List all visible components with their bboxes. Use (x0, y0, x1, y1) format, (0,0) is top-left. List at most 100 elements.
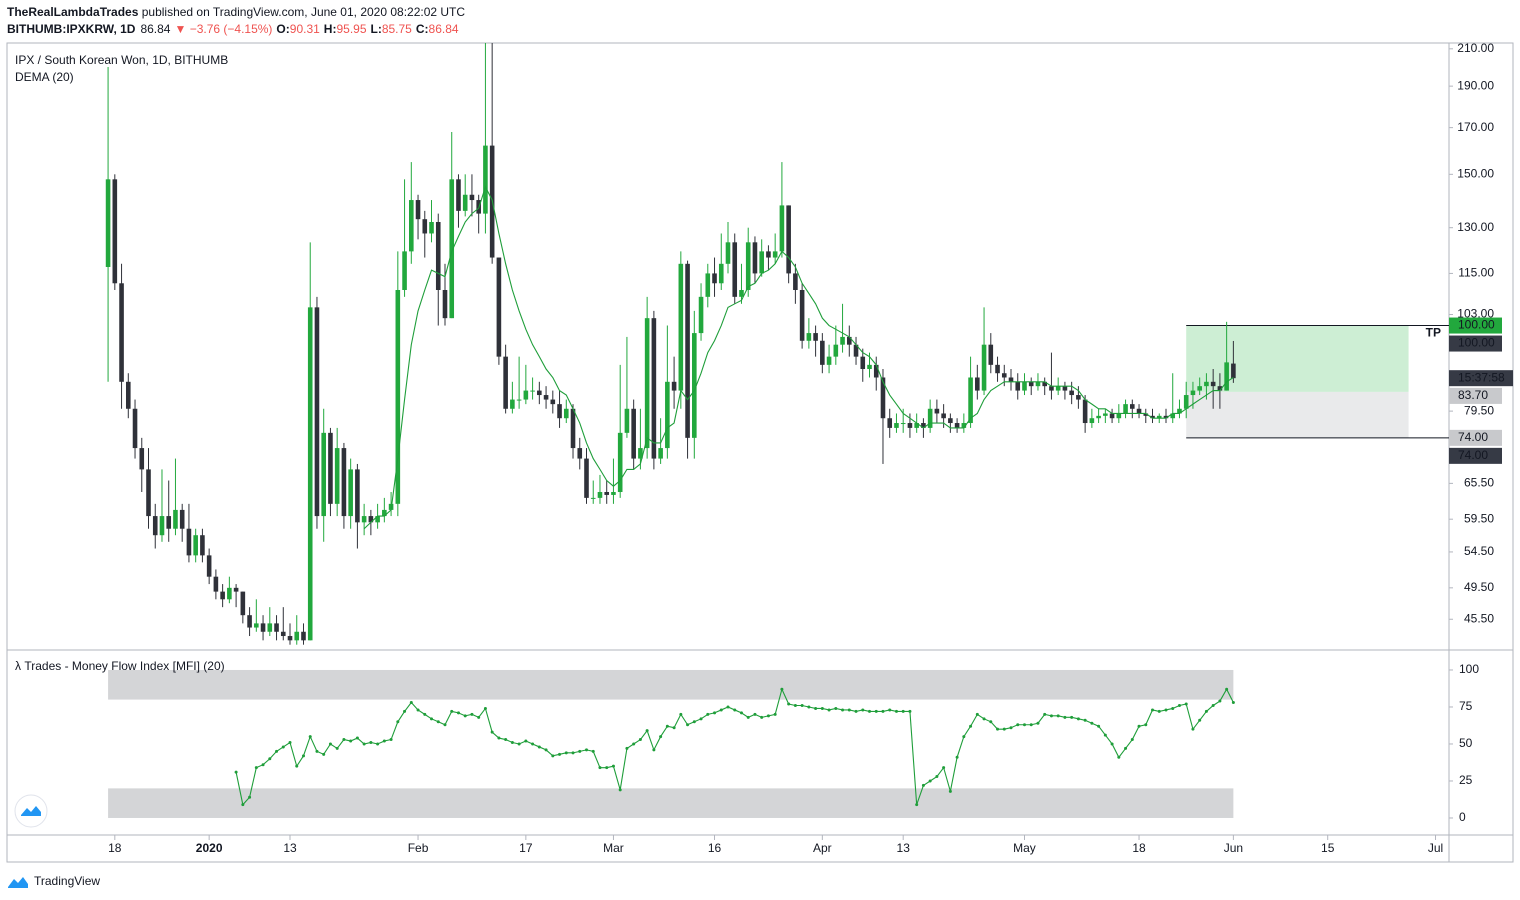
line-dot (1218, 699, 1222, 703)
line-dot (456, 711, 460, 715)
overlay-title: DEMA (20) (15, 70, 74, 84)
candle-body (1143, 413, 1149, 416)
line-dot (483, 706, 487, 710)
line-dot (1029, 723, 1033, 727)
candle-body (745, 242, 751, 290)
candle-body (186, 528, 192, 556)
tv-logo-badge[interactable] (14, 794, 48, 828)
line-dot (935, 775, 939, 779)
line-dot (766, 714, 770, 718)
profit-zone (1186, 325, 1409, 392)
line-dot (382, 739, 386, 743)
ohlc-label: L: (371, 22, 382, 36)
line-dot (1164, 708, 1168, 712)
candle-body (112, 179, 118, 284)
candle-body (1177, 408, 1182, 414)
line-dot (908, 709, 912, 713)
candle-body (247, 615, 252, 628)
candle-body (671, 381, 677, 391)
line-dot (652, 748, 656, 752)
logo-icon[interactable] (21, 806, 41, 816)
line-dot (969, 724, 973, 728)
line-dot (470, 712, 474, 716)
countdown-box (1449, 370, 1513, 387)
line-dot (436, 720, 440, 724)
line-dot (847, 708, 851, 712)
line-dot (901, 709, 905, 713)
x-tick-label: 13 (897, 841, 911, 855)
line-dot (686, 723, 690, 727)
line-dot (713, 711, 717, 715)
candle-body (779, 205, 785, 252)
ohlc-label: O: (276, 22, 289, 36)
candle-body (759, 251, 764, 274)
line-dot (1002, 727, 1006, 731)
logo-circle[interactable] (14, 794, 48, 828)
line-dot (301, 754, 305, 758)
candle-body (975, 377, 980, 391)
line-dot (281, 745, 285, 749)
axes: 18 2020 13 Feb 17 Mar 16 Apr 13 May 18 Jun 15 Jul 45.5… (108, 41, 1513, 855)
candle-body (584, 458, 589, 498)
line-dot (268, 757, 272, 761)
x-tick-label: Apr (813, 841, 832, 855)
candle-body (1183, 395, 1189, 409)
candle-body (179, 509, 185, 529)
stop-price-label-box (1449, 429, 1502, 446)
candle-body (1224, 362, 1229, 391)
stop-price-label-dark-box (1449, 447, 1502, 464)
line-dot (355, 736, 359, 740)
line-dot (248, 795, 252, 799)
line-dot (504, 738, 508, 742)
candle-body (1015, 381, 1021, 391)
candle-body (382, 509, 387, 517)
line-dot (1076, 717, 1080, 721)
y-tick-label: 130.00 (1457, 220, 1494, 234)
line-dot (625, 746, 629, 750)
line-dot (861, 708, 865, 712)
candle-body (408, 200, 414, 252)
ohlc-label: C: (416, 22, 429, 36)
candle-body (873, 364, 879, 378)
line-dot (921, 783, 925, 787)
line-dot (739, 711, 743, 715)
line-dot (1097, 724, 1101, 728)
y-tick-label: 45.50 (1464, 611, 1494, 625)
candle-body (132, 408, 138, 449)
author[interactable]: TheRealLambdaTrades (7, 5, 139, 19)
candle-body (907, 423, 913, 428)
candle-body (1204, 381, 1209, 387)
line-dot (1043, 712, 1047, 716)
line-dot (423, 712, 427, 716)
last-price: 86.84 (140, 22, 170, 36)
candle-body (793, 273, 798, 290)
line-dot (254, 766, 258, 770)
line-dot (1130, 738, 1134, 742)
candle-body (254, 623, 259, 628)
line-dot (335, 746, 339, 750)
y-tick-label: 190.00 (1457, 78, 1494, 92)
candle-body (469, 194, 475, 201)
line-dot (490, 730, 494, 734)
line-dot (854, 709, 858, 713)
candle-body (1217, 386, 1223, 391)
candle-body (274, 623, 279, 632)
y-tick-label: 210.00 (1457, 41, 1494, 55)
candle-body (213, 576, 219, 592)
line-dot (915, 803, 919, 807)
candle-body (948, 418, 953, 424)
line-dot (1016, 723, 1020, 727)
candle-body (503, 356, 508, 409)
candle-body (1001, 373, 1007, 378)
y-tick-label: 100 (1459, 662, 1479, 676)
candle-body (152, 516, 158, 536)
line (363, 185, 1234, 530)
line-dot (814, 706, 818, 710)
line-dot (531, 742, 535, 746)
line-dot (578, 749, 582, 753)
candle-body (712, 273, 717, 284)
close: 86.84 (429, 22, 459, 36)
candle-body (240, 591, 246, 616)
candle-body (1062, 386, 1068, 391)
candle-body (692, 333, 697, 438)
